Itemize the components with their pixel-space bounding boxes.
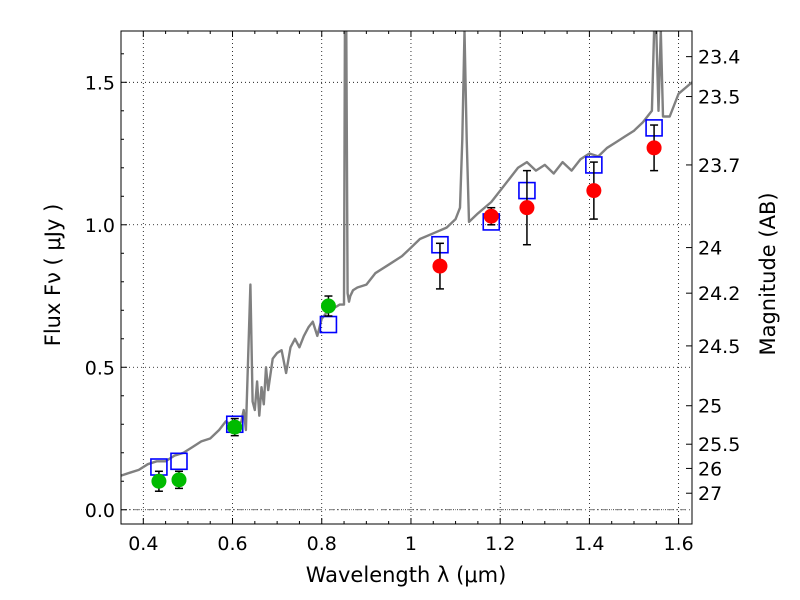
right-tick-label: 23.4 xyxy=(698,47,740,69)
observed-point xyxy=(320,298,336,314)
observed-point xyxy=(519,200,535,216)
y-tick-label: 0.0 xyxy=(85,500,115,522)
observed-point xyxy=(586,183,602,199)
y-tick-label: 1.0 xyxy=(85,215,115,237)
x-tick-label: 1.4 xyxy=(574,533,604,555)
plot-frame xyxy=(120,30,693,525)
right-axis-label: Magnitude (AB) xyxy=(756,192,780,355)
x-axis-label: Wavelength λ (μm) xyxy=(306,563,507,587)
observed-point xyxy=(151,473,167,489)
grid xyxy=(121,31,692,524)
spectrum-line xyxy=(121,31,692,477)
x-tick-label: 1.2 xyxy=(485,533,515,555)
observed-point xyxy=(227,419,243,435)
right-tick-label: 24 xyxy=(698,238,722,260)
x-tick-label: 0.6 xyxy=(217,533,247,555)
right-tick-label: 24.5 xyxy=(698,336,740,358)
right-tick-label: 25 xyxy=(698,396,722,418)
series-layer xyxy=(121,31,692,492)
right-tick-label: 24.2 xyxy=(698,283,740,305)
right-tick-label: 26 xyxy=(698,458,722,480)
right-tick-label: 23.5 xyxy=(698,87,740,109)
y-tick-label: 0.5 xyxy=(85,357,115,379)
ticks: 0.4 0.6 0.8 1 1.2 1.4 1.6 0.0 0.5 1.0 1.5 23.4 23.5 2… xyxy=(85,31,740,555)
right-tick-label: 25.5 xyxy=(698,434,740,456)
observed-point xyxy=(483,208,499,224)
observed-point xyxy=(171,472,187,488)
x-tick-label: 0.8 xyxy=(307,533,337,555)
x-tick-label: 1 xyxy=(405,533,417,555)
x-tick-label: 1.6 xyxy=(664,533,694,555)
observed-point xyxy=(432,258,448,274)
right-tick-label: 27 xyxy=(698,483,722,505)
x-tick-label: 0.4 xyxy=(128,533,158,555)
observed-point xyxy=(646,140,662,156)
y-axis-label: Flux Fν ( μJy ) xyxy=(41,204,65,347)
right-tick-label: 23.7 xyxy=(698,155,740,177)
model-photometry-square xyxy=(170,452,188,471)
y-tick-label: 1.5 xyxy=(85,72,115,94)
